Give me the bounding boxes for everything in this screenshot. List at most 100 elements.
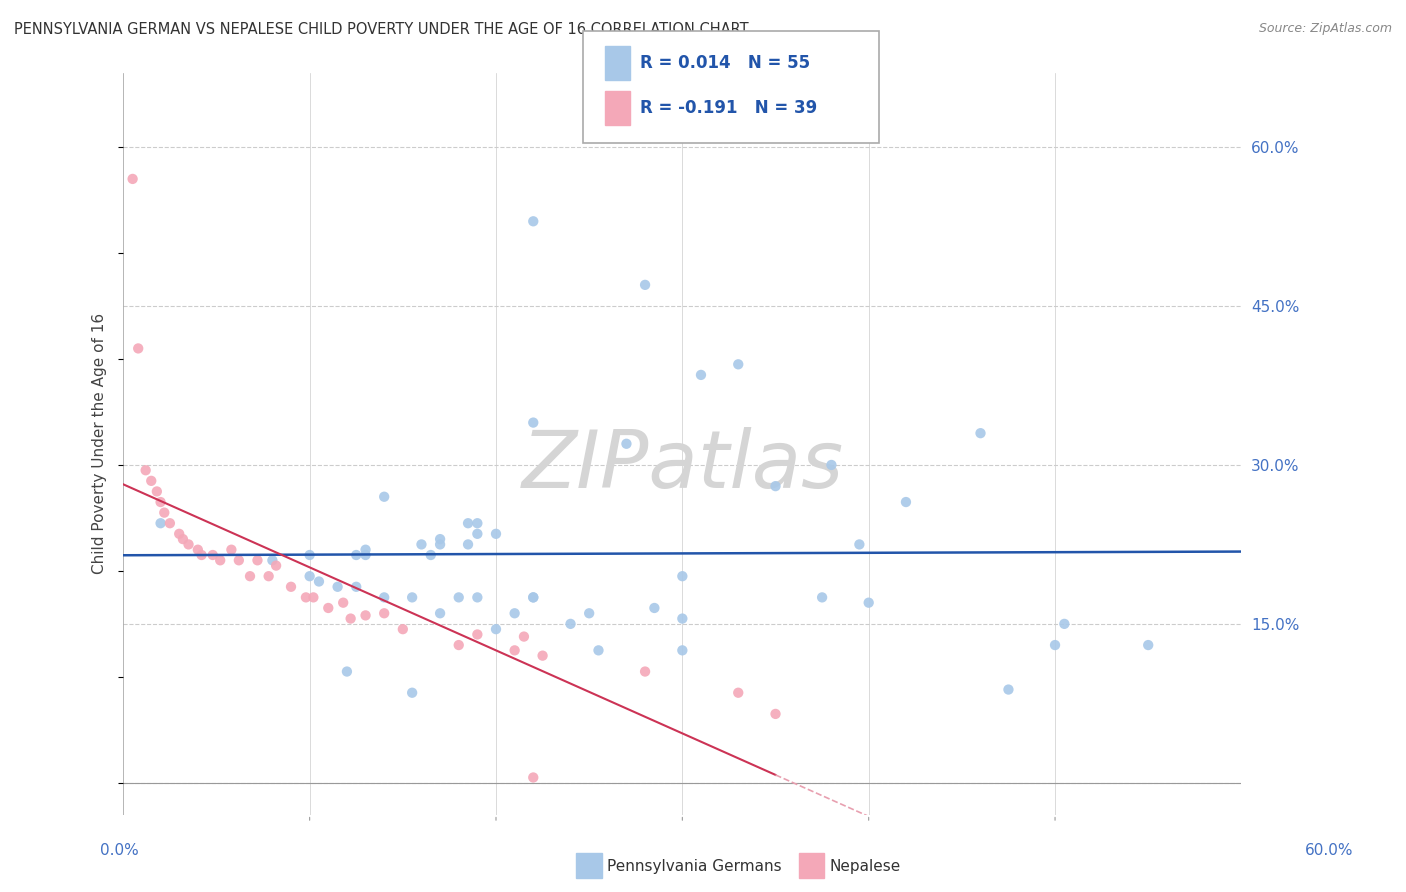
Point xyxy=(485,526,508,541)
Point xyxy=(588,643,610,657)
Point xyxy=(373,607,395,621)
Point xyxy=(1043,638,1066,652)
Point xyxy=(765,706,787,721)
Point xyxy=(503,607,526,621)
Point xyxy=(467,516,489,531)
Point xyxy=(811,591,834,605)
Point xyxy=(316,601,339,615)
Text: R = 0.014   N = 55: R = 0.014 N = 55 xyxy=(640,54,810,72)
Point xyxy=(765,479,787,493)
Point xyxy=(690,368,713,382)
Point xyxy=(429,532,451,546)
Point xyxy=(616,436,638,450)
Point xyxy=(485,622,508,636)
Point xyxy=(419,548,441,562)
Point xyxy=(326,580,349,594)
Point xyxy=(522,416,544,430)
Point xyxy=(522,771,544,785)
Point xyxy=(373,490,395,504)
Point xyxy=(121,172,143,186)
Point xyxy=(221,542,243,557)
Point xyxy=(153,506,176,520)
Text: PENNSYLVANIA GERMAN VS NEPALESE CHILD POVERTY UNDER THE AGE OF 16 CORRELATION CH: PENNSYLVANIA GERMAN VS NEPALESE CHILD PO… xyxy=(14,22,748,37)
Point xyxy=(354,548,377,562)
Point xyxy=(457,537,479,551)
Point xyxy=(634,277,657,292)
Point xyxy=(429,607,451,621)
Text: Source: ZipAtlas.com: Source: ZipAtlas.com xyxy=(1258,22,1392,36)
Point xyxy=(239,569,262,583)
Point xyxy=(295,591,318,605)
Point xyxy=(135,463,157,477)
Point xyxy=(302,591,325,605)
Point xyxy=(671,569,693,583)
Point xyxy=(429,537,451,551)
Text: R = -0.191   N = 39: R = -0.191 N = 39 xyxy=(640,99,817,117)
Point xyxy=(280,580,302,594)
Point xyxy=(531,648,554,663)
Point xyxy=(392,622,415,636)
Point xyxy=(262,553,284,567)
Point xyxy=(522,591,544,605)
Point xyxy=(246,553,269,567)
Point xyxy=(643,601,665,615)
Point xyxy=(298,569,321,583)
Point xyxy=(522,214,544,228)
Point xyxy=(257,569,280,583)
Point xyxy=(467,627,489,641)
Point xyxy=(727,357,749,371)
Point xyxy=(820,458,842,472)
Point xyxy=(671,643,693,657)
Point xyxy=(457,516,479,531)
Point xyxy=(264,558,287,573)
Point xyxy=(149,495,172,509)
Point xyxy=(177,537,200,551)
Text: 60.0%: 60.0% xyxy=(1305,843,1353,858)
Point xyxy=(354,608,377,623)
Point xyxy=(578,607,600,621)
Point xyxy=(727,686,749,700)
Point xyxy=(149,516,172,531)
Point xyxy=(146,484,169,499)
Point xyxy=(467,526,489,541)
Point xyxy=(634,665,657,679)
Point xyxy=(187,542,209,557)
Point xyxy=(848,537,870,551)
Point xyxy=(513,630,536,644)
Point xyxy=(209,553,232,567)
Point xyxy=(336,665,359,679)
Point xyxy=(354,542,377,557)
Point xyxy=(344,580,367,594)
Text: ZIPatlas: ZIPatlas xyxy=(522,427,844,505)
Point xyxy=(997,682,1019,697)
Point xyxy=(969,426,991,441)
Point xyxy=(172,532,194,546)
Point xyxy=(1053,616,1076,631)
Point xyxy=(401,686,423,700)
Point xyxy=(858,596,880,610)
Point xyxy=(344,548,367,562)
Point xyxy=(167,526,190,541)
Point xyxy=(298,548,321,562)
Point xyxy=(522,591,544,605)
Point xyxy=(373,591,395,605)
Text: Pennsylvania Germans: Pennsylvania Germans xyxy=(607,859,782,873)
Point xyxy=(1137,638,1160,652)
Point xyxy=(894,495,917,509)
Point xyxy=(308,574,330,589)
Point xyxy=(411,537,433,551)
Point xyxy=(332,596,354,610)
Point xyxy=(159,516,181,531)
Point xyxy=(339,611,361,625)
Text: Nepalese: Nepalese xyxy=(830,859,901,873)
Point xyxy=(671,611,693,625)
Text: 0.0%: 0.0% xyxy=(100,843,139,858)
Point xyxy=(447,591,470,605)
Point xyxy=(201,548,224,562)
Y-axis label: Child Poverty Under the Age of 16: Child Poverty Under the Age of 16 xyxy=(93,313,107,574)
Point xyxy=(190,548,212,562)
Point xyxy=(503,643,526,657)
Point xyxy=(467,591,489,605)
Point xyxy=(447,638,470,652)
Point xyxy=(141,474,163,488)
